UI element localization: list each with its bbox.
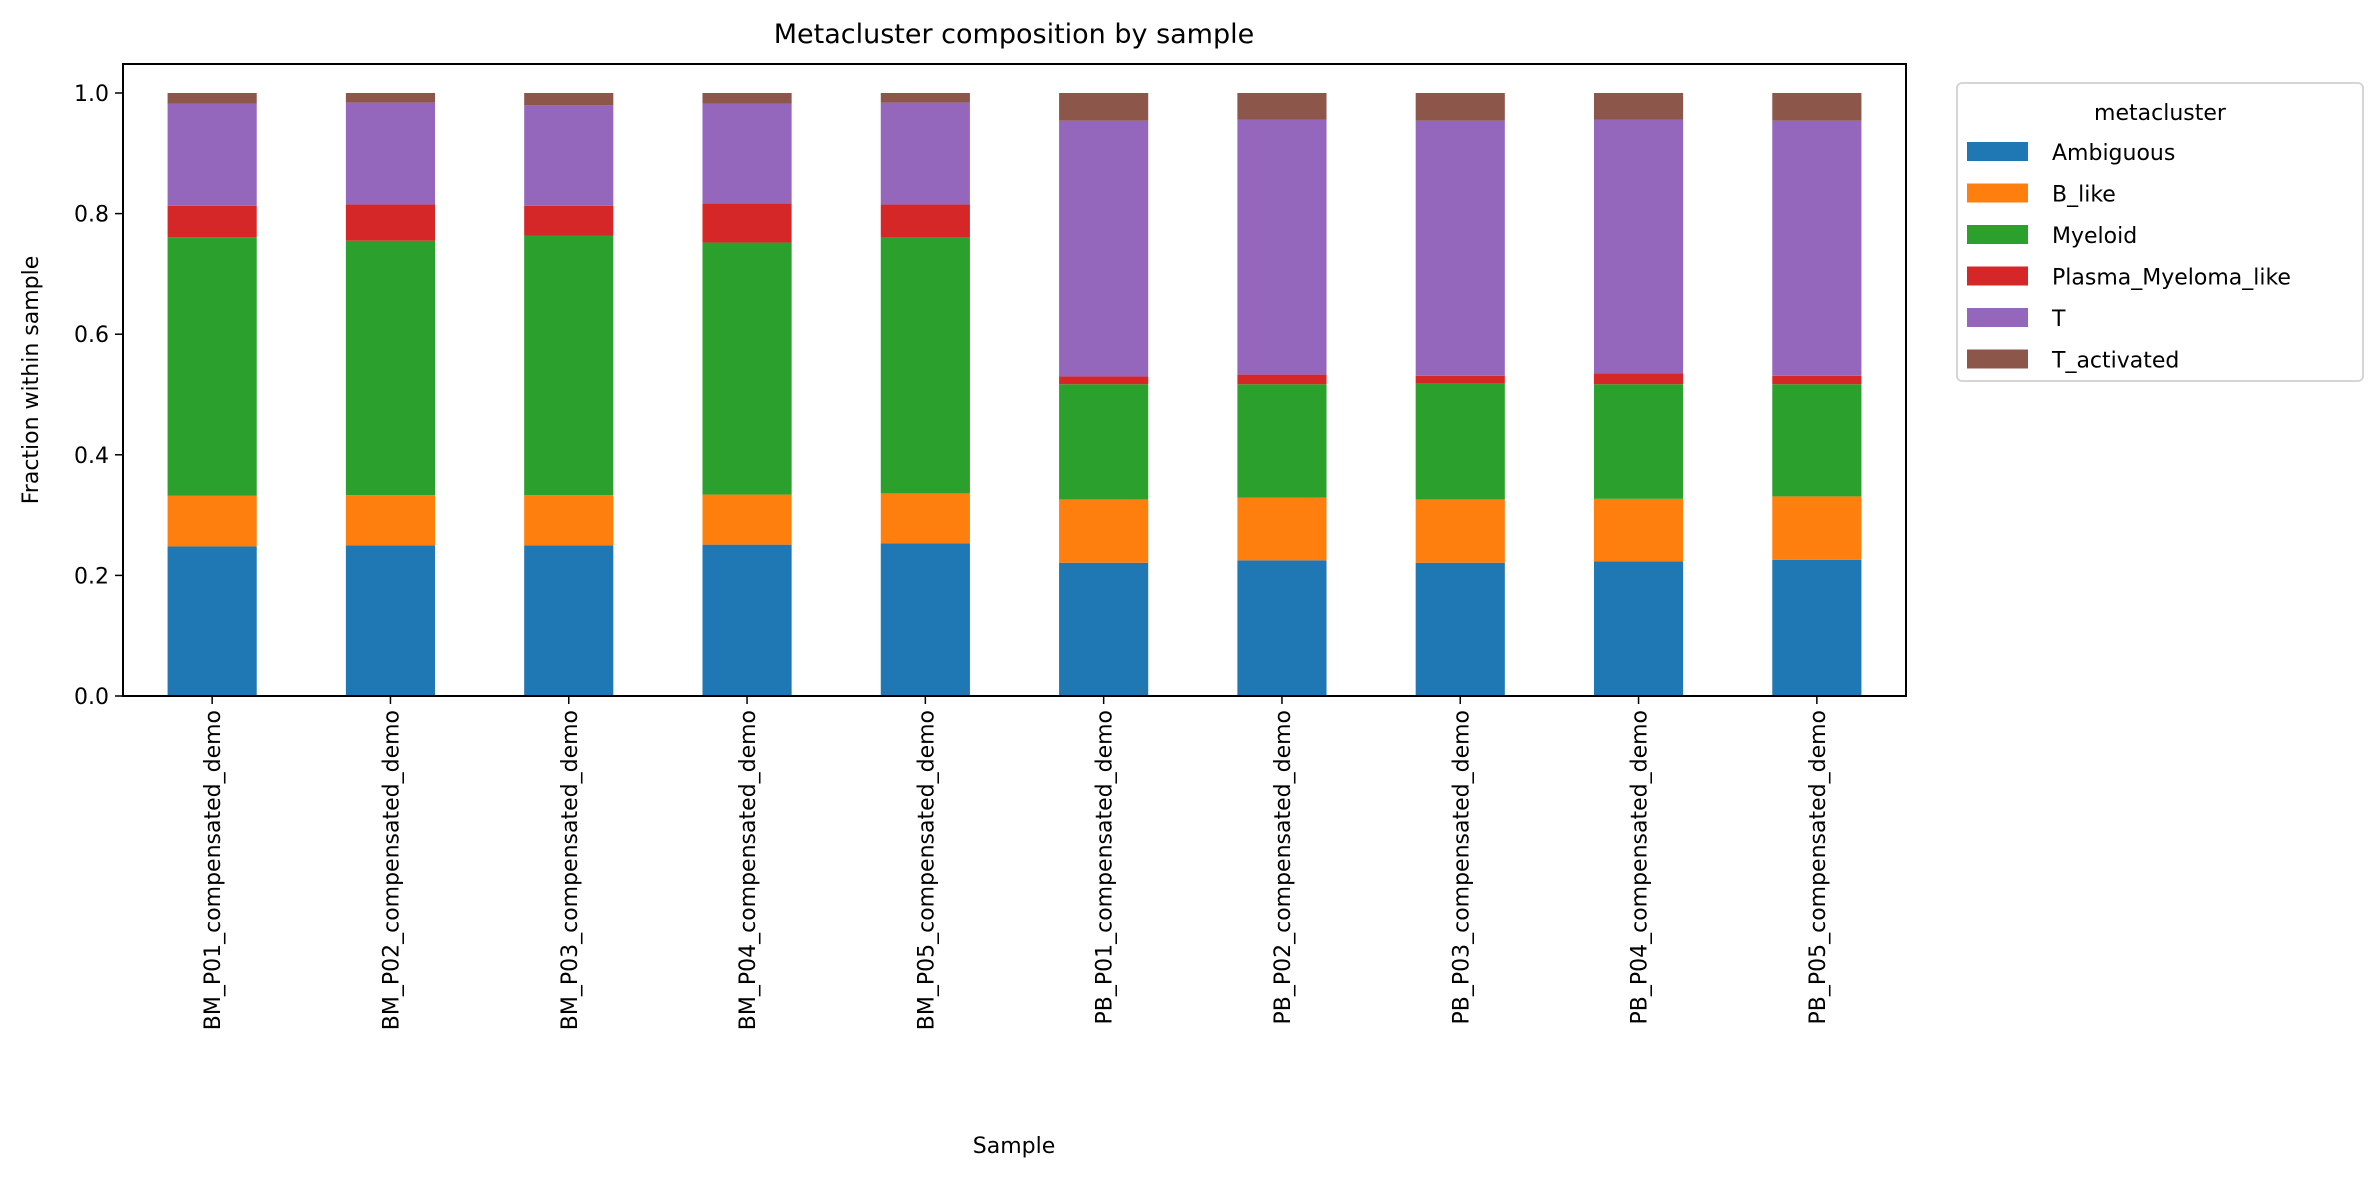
bar-segment-ambiguous [345, 545, 436, 696]
bar-segment-plasma-myeloma-like [524, 205, 614, 236]
bar-segment-b-like [1772, 496, 1862, 560]
bar-segment-plasma-myeloma-like [1237, 374, 1327, 385]
bar-segment-plasma-myeloma-like [345, 204, 436, 241]
bar-segment-b-like [524, 495, 614, 546]
bar-segment-ambiguous [702, 544, 792, 696]
bar-segment-plasma-myeloma-like [1772, 375, 1862, 385]
bar-segment-plasma-myeloma-like [1593, 373, 1684, 385]
bar-segment-ambiguous [524, 545, 614, 696]
bar-segment-plasma-myeloma-like [1415, 375, 1505, 384]
bar-segment-t-activated [1772, 93, 1862, 121]
y-tick-label: 1.0 [74, 82, 109, 107]
bar-segment-b-like [880, 493, 970, 544]
x-tick-label: PB_P03_compensated_demo [1449, 710, 1474, 1025]
x-tick-label: BM_P05_compensated_demo [914, 710, 939, 1030]
bar-segment-b-like [1059, 499, 1149, 563]
bar-segment-b-like [1415, 499, 1505, 563]
bar-segment-plasma-myeloma-like [880, 204, 970, 238]
bar-segment-b-like [702, 494, 792, 545]
bar-segment-b-like [167, 495, 257, 547]
bar-segment-t [880, 102, 970, 205]
legend-swatch [1967, 266, 2028, 286]
x-tick-label: BM_P02_compensated_demo [379, 710, 404, 1030]
bar-segment-plasma-myeloma-like [1059, 376, 1149, 385]
bar-segment-ambiguous [1593, 561, 1684, 696]
legend-swatch [1967, 183, 2028, 203]
legend-label: T [2051, 307, 2066, 332]
bar-segment-plasma-myeloma-like [167, 205, 257, 238]
legend: metacluster Ambiguous B_like Myeloid Plasma… [1956, 82, 2364, 382]
bar-segment-myeloid [524, 235, 614, 496]
x-axis: BM_P01_compensated_demo BM_P02_compensate… [201, 696, 1831, 1030]
x-axis-label: Sample [973, 1134, 1056, 1159]
bar-segment-t [524, 105, 614, 206]
bar-segment-myeloid [1415, 383, 1505, 500]
plot-frame [122, 63, 1907, 697]
y-axis-label: Fraction within sample [19, 256, 44, 505]
bar-segment-ambiguous [1059, 562, 1149, 696]
legend-box [1956, 82, 2364, 382]
legend-label: T_activated [2051, 349, 2179, 374]
bar-segment-plasma-myeloma-like [702, 203, 792, 243]
bar-segment-myeloid [1772, 384, 1862, 497]
bar-segment-t-activated [1059, 93, 1149, 121]
x-tick-label: PB_P04_compensated_demo [1628, 710, 1653, 1025]
legend-swatch [1967, 142, 2028, 161]
legend-swatch [1967, 349, 2028, 369]
legend-label: B_like [2052, 183, 2116, 208]
x-tick-label: BM_P03_compensated_demo [558, 710, 583, 1030]
x-tick-label: BM_P04_compensated_demo [736, 710, 761, 1030]
bar-segment-t [1772, 120, 1862, 376]
bar-segment-myeloid [702, 242, 792, 495]
bar-segment-t-activated [1593, 93, 1684, 120]
y-tick-label: 0.0 [74, 685, 109, 710]
bar-segment-t [1415, 120, 1505, 376]
bar-segment-t [167, 103, 257, 206]
bar-segment-t [1593, 119, 1684, 374]
bar-segment-t-activated [702, 93, 792, 104]
bar-segment-ambiguous [1237, 560, 1327, 696]
y-tick-label: 0.2 [74, 564, 109, 589]
bar-segment-b-like [1237, 497, 1327, 561]
chart-title: Metacluster composition by sample [774, 19, 1255, 50]
bar-segment-myeloid [880, 237, 970, 494]
bar-segment-t-activated [524, 93, 614, 106]
legend-swatch [1967, 308, 2028, 327]
bar-segment-t [1237, 119, 1327, 375]
bar-segment-t-activated [167, 93, 257, 104]
bar-segment-ambiguous [167, 546, 257, 696]
bar-segment-myeloid [167, 237, 257, 496]
bar-segment-myeloid [1059, 384, 1149, 500]
bar-segment-b-like [345, 495, 436, 546]
x-tick-label: PB_P05_compensated_demo [1806, 710, 1831, 1025]
bar-segment-myeloid [1593, 384, 1684, 499]
bar-segment-t-activated [1415, 93, 1505, 121]
x-tick-label: BM_P01_compensated_demo [201, 710, 226, 1030]
bar-segment-t [702, 103, 792, 204]
y-tick-label: 0.4 [74, 444, 109, 469]
x-tick-label: PB_P01_compensated_demo [1093, 710, 1118, 1025]
bar-segment-t-activated [345, 93, 436, 103]
bar-segment-myeloid [1237, 384, 1327, 498]
bar-segment-ambiguous [880, 543, 970, 696]
y-tick-label: 0.8 [74, 203, 109, 228]
legend-label: Plasma_Myeloma_like [2052, 266, 2291, 291]
bar-segment-t [345, 102, 436, 205]
legend-label: Ambiguous [2052, 141, 2175, 166]
bar-segment-b-like [1593, 498, 1684, 562]
bar-segment-myeloid [345, 240, 436, 496]
legend-label: Myeloid [2052, 224, 2137, 249]
x-tick-label: PB_P02_compensated_demo [1271, 710, 1296, 1025]
y-tick-label: 0.6 [74, 323, 109, 348]
bar-segment-t-activated [880, 93, 970, 103]
bar-segment-ambiguous [1772, 559, 1862, 696]
legend-swatch [1967, 225, 2028, 244]
bar-segment-t [1059, 120, 1149, 377]
bar-segment-ambiguous [1415, 562, 1505, 696]
bars-group [167, 93, 1862, 696]
legend-title: metacluster [2094, 101, 2227, 126]
bar-segment-t-activated [1237, 93, 1327, 120]
y-axis: 0.0 0.2 0.4 0.6 0.8 1.0 [74, 82, 123, 710]
